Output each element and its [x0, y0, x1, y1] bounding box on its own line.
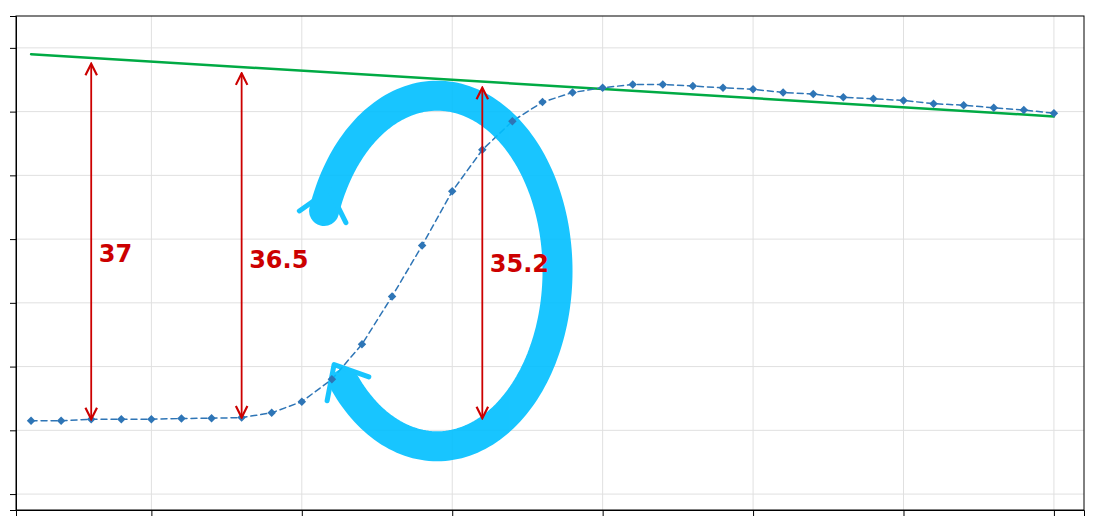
marker	[538, 98, 546, 106]
double-arrow	[241, 73, 243, 417]
tick-mark	[10, 239, 16, 240]
tick-mark	[452, 510, 453, 516]
tick-mark	[10, 303, 16, 304]
marker	[749, 85, 757, 93]
annotation-label: 37	[99, 240, 132, 268]
tick	[302, 510, 303, 516]
marker	[358, 340, 366, 348]
tick-mark	[10, 48, 16, 49]
marker	[568, 88, 576, 96]
circular-arrow	[299, 96, 557, 447]
tick	[151, 510, 152, 516]
tick-mark	[10, 430, 16, 431]
grid-line-y	[16, 430, 1084, 431]
marker	[598, 83, 606, 91]
tick	[10, 112, 16, 113]
grid-line-y	[16, 47, 1084, 48]
marker	[117, 415, 125, 423]
tick	[10, 303, 16, 304]
tick-mark	[10, 112, 16, 113]
tick-mark	[302, 510, 303, 516]
tick-mark	[10, 494, 16, 495]
marker	[27, 417, 35, 425]
tick-mark	[10, 175, 16, 176]
marker	[990, 104, 998, 112]
arc-arrowhead	[299, 190, 346, 223]
marker	[659, 80, 667, 88]
marker	[719, 83, 727, 91]
arc-arrowhead	[327, 365, 369, 401]
marks	[27, 54, 1058, 446]
marker	[448, 187, 456, 195]
tick	[10, 494, 16, 495]
marker	[267, 409, 275, 417]
marker	[899, 96, 907, 104]
grid	[16, 16, 1084, 510]
marker	[1020, 106, 1028, 114]
marker	[388, 292, 396, 300]
grid-line-y	[16, 494, 1084, 495]
tick-mark	[753, 510, 754, 516]
chart: 37 36.5 35.2	[0, 0, 1100, 526]
tick-mark	[151, 510, 152, 516]
series	[31, 54, 1054, 116]
marker	[418, 241, 426, 249]
marker	[959, 101, 967, 109]
annotations: 37 36.5 35.2	[99, 240, 549, 278]
marker	[177, 414, 185, 422]
marker	[869, 95, 877, 103]
tick	[603, 510, 604, 516]
grid-line-x	[903, 16, 904, 510]
marker	[207, 414, 215, 422]
x-axis	[17, 510, 1085, 516]
line	[31, 54, 1054, 116]
plot-area: 37 36.5 35.2	[10, 16, 1085, 516]
tick	[10, 239, 16, 240]
plot-frame	[16, 16, 1084, 510]
marker	[628, 80, 636, 88]
tick-mark	[903, 510, 904, 516]
tick	[10, 430, 16, 431]
annotation-label: 35.2	[490, 250, 549, 278]
marker	[1050, 109, 1058, 117]
tick	[10, 367, 16, 368]
double-arrow	[90, 64, 92, 419]
marker	[839, 93, 847, 101]
tick-mark	[10, 367, 16, 368]
marker	[929, 99, 937, 107]
marker	[298, 397, 306, 405]
marker	[508, 117, 516, 125]
arc	[324, 96, 557, 447]
tick	[10, 175, 16, 176]
tick-mark	[1054, 510, 1055, 516]
axis-line	[17, 511, 1085, 517]
marker	[689, 82, 697, 90]
marker	[57, 417, 65, 425]
grid-line-x	[1053, 16, 1054, 510]
marker	[809, 90, 817, 98]
annotation-label: 36.5	[249, 246, 308, 274]
tick	[10, 48, 16, 49]
tick	[1054, 510, 1055, 516]
double-arrow	[481, 88, 483, 419]
markers	[27, 80, 1058, 425]
grid-line-x	[151, 16, 152, 510]
marker	[328, 375, 336, 383]
tick	[753, 510, 754, 516]
tick	[452, 510, 453, 516]
marker	[779, 88, 787, 96]
grid-line-y	[16, 111, 1084, 112]
tick-mark	[603, 510, 604, 516]
marker	[147, 415, 155, 423]
tick	[903, 510, 904, 516]
